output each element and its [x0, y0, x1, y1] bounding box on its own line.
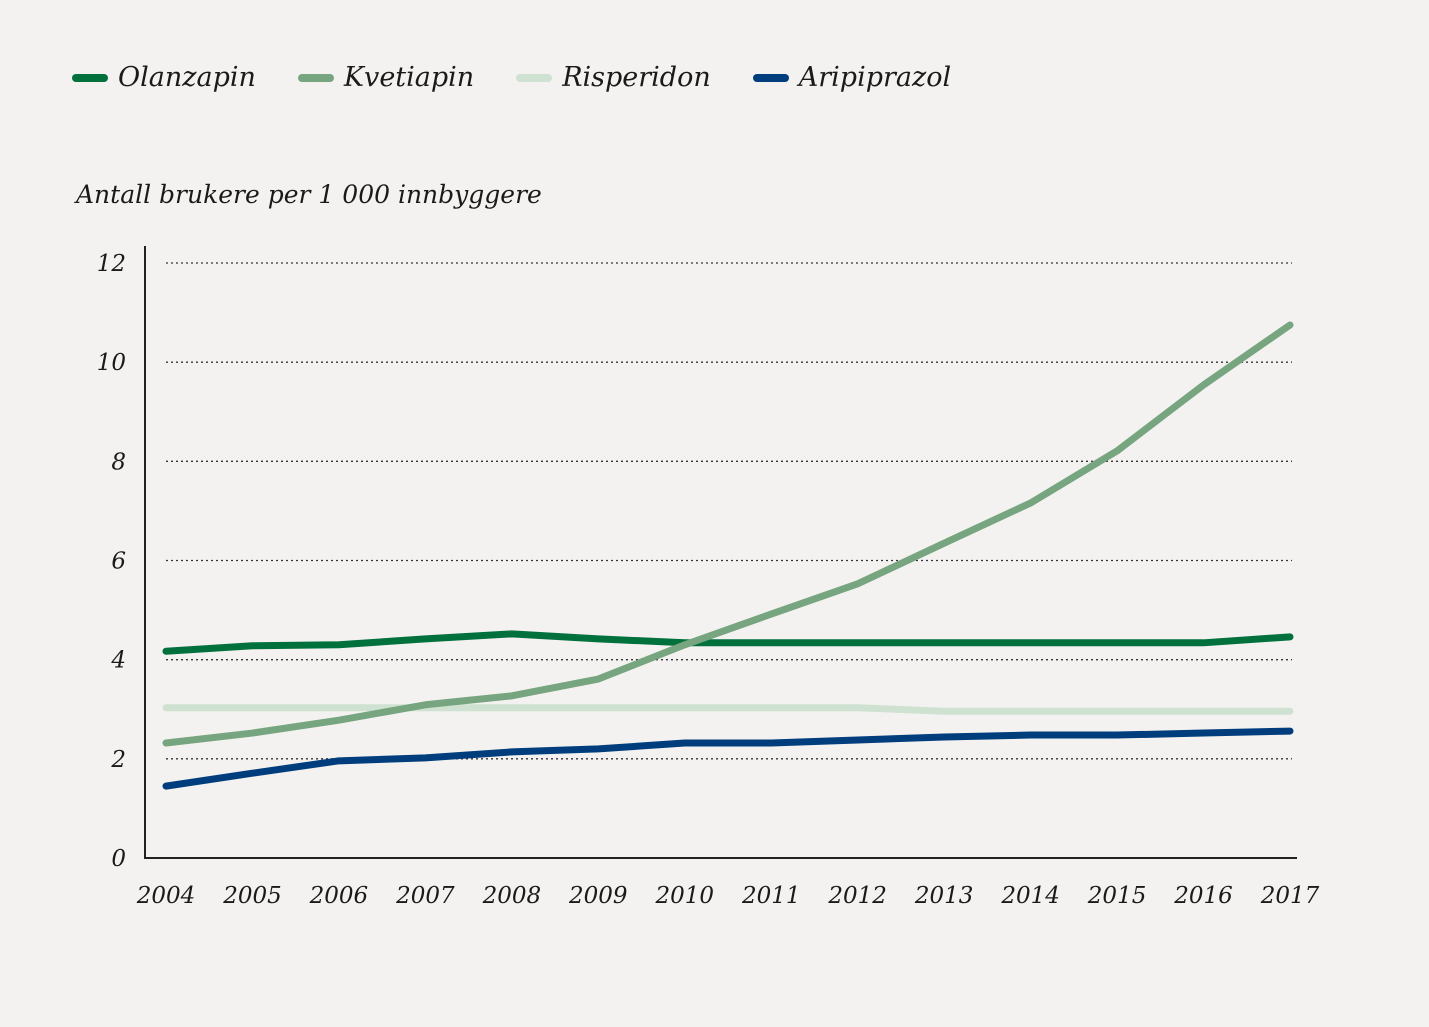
series-line-aripiprazol	[162, 727, 1294, 790]
legend-label: Risperidon	[562, 62, 711, 93]
y-tick-label: 6	[111, 549, 126, 575]
series-line-risperidon	[162, 704, 1294, 715]
x-tick-label: 2007	[395, 883, 455, 909]
legend-swatch	[752, 73, 789, 82]
y-axis-label: Antall brukere per 1 000 innbyggere	[76, 180, 542, 209]
x-tick-label: 2008	[482, 883, 542, 909]
x-tick-label: 2006	[309, 883, 369, 909]
series-line-olanzapin	[162, 630, 1294, 655]
x-tick-label: 2010	[654, 883, 714, 909]
x-tick-label: 2012	[827, 883, 887, 909]
x-tick-label: 2017	[1260, 883, 1320, 909]
x-tick-label: 2013	[914, 883, 974, 909]
legend-label: Aripiprazol	[798, 62, 952, 93]
legend-item: Olanzapin	[72, 62, 256, 93]
y-tick-label: 8	[111, 449, 126, 475]
legend-swatch	[297, 73, 334, 82]
x-tick-label: 2009	[568, 883, 628, 909]
legend-item: Risperidon	[516, 62, 711, 93]
x-tick-label: 2004	[136, 883, 196, 909]
legend-item: Kvetiapin	[297, 62, 475, 93]
y-tick-label: 2	[110, 747, 126, 773]
legend-swatch	[516, 73, 553, 82]
legend-item: Aripiprazol	[752, 62, 952, 93]
x-tick-label: 2016	[1173, 883, 1233, 909]
series-line-kvetiapin	[162, 321, 1294, 747]
legend-swatch	[72, 73, 108, 82]
x-tick-label: 2014	[1000, 883, 1060, 909]
x-tick-label: 2005	[222, 883, 282, 909]
legend-label: Kvetiapin	[343, 62, 475, 93]
legend-label: Olanzapin	[118, 62, 256, 93]
y-tick-label: 0	[111, 846, 126, 872]
x-tick-label: 2011	[741, 883, 801, 909]
legend: Olanzapin Kvetiapin Risperidon Aripiprazol	[72, 62, 993, 93]
y-tick-label: 4	[110, 648, 126, 674]
x-tick-label: 2015	[1087, 883, 1147, 909]
y-tick-label: 12	[97, 251, 126, 277]
y-tick-label: 10	[97, 350, 126, 376]
